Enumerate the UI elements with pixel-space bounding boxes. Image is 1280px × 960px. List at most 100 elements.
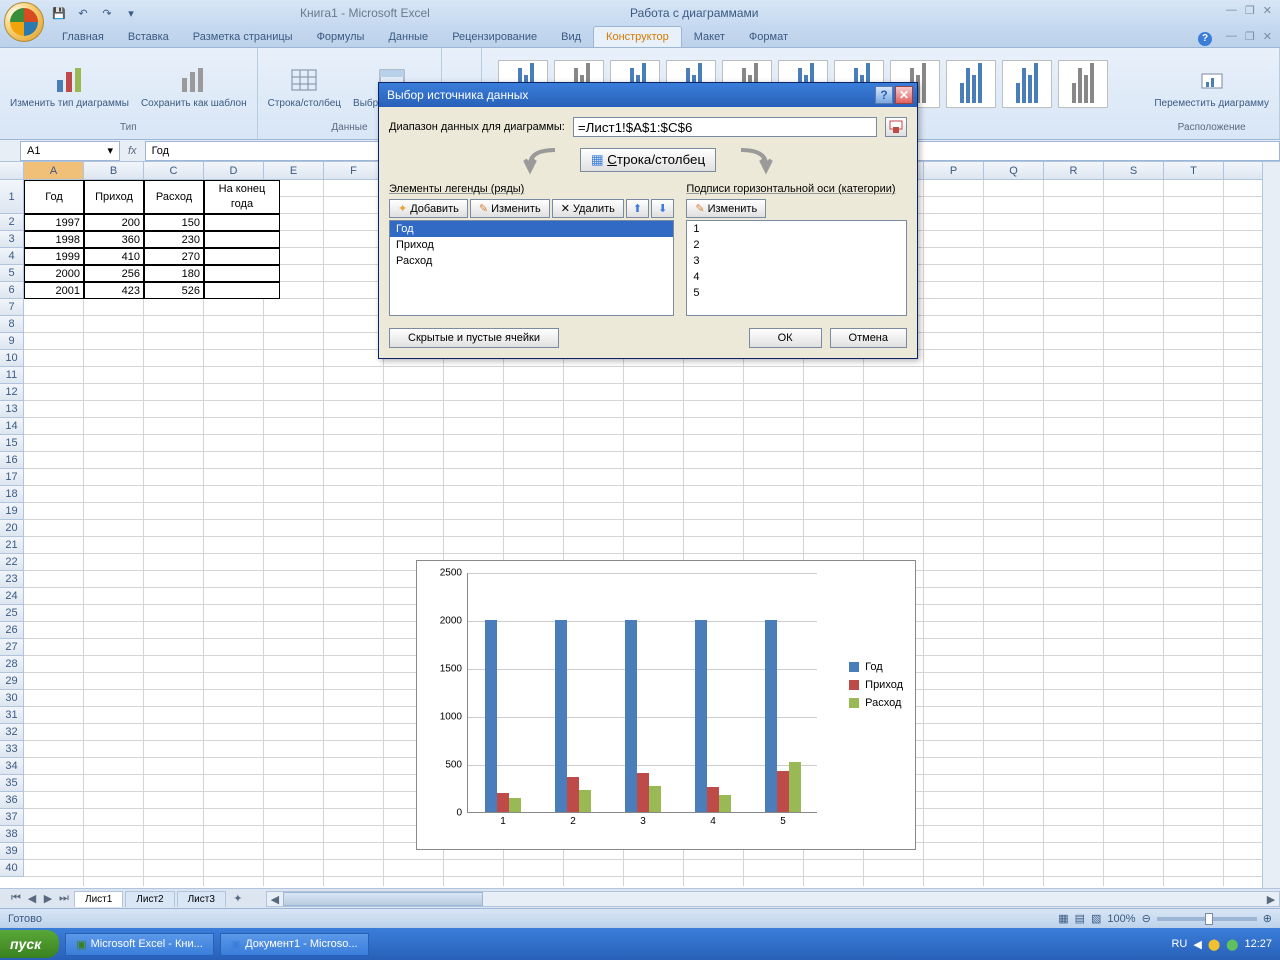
cell[interactable]	[1104, 860, 1164, 877]
cell[interactable]	[744, 401, 804, 418]
cell[interactable]	[144, 435, 204, 452]
cell[interactable]	[1164, 469, 1224, 486]
cell[interactable]	[24, 707, 84, 724]
cell[interactable]	[1164, 248, 1224, 265]
cell[interactable]	[264, 554, 324, 571]
wb-close-icon[interactable]: ✕	[1263, 30, 1272, 43]
cell[interactable]	[264, 826, 324, 843]
cell[interactable]	[1104, 520, 1164, 537]
cell[interactable]: 270	[144, 248, 204, 265]
cell[interactable]: 2000	[24, 265, 84, 282]
cell[interactable]	[264, 809, 324, 826]
cell[interactable]	[1164, 231, 1224, 248]
prev-sheet-icon[interactable]: ◀	[24, 891, 40, 907]
zoom-in-icon[interactable]: ⊕	[1263, 912, 1272, 925]
cell[interactable]	[324, 537, 384, 554]
cell[interactable]	[144, 860, 204, 877]
cell[interactable]	[804, 469, 864, 486]
cell[interactable]	[1104, 435, 1164, 452]
cell[interactable]	[384, 537, 444, 554]
cell[interactable]	[24, 673, 84, 690]
cell[interactable]	[144, 554, 204, 571]
tab-layout[interactable]: Макет	[682, 27, 737, 47]
cell[interactable]	[324, 554, 384, 571]
cell[interactable]	[804, 452, 864, 469]
cell[interactable]	[1164, 775, 1224, 792]
cell[interactable]	[84, 384, 144, 401]
cell[interactable]	[84, 486, 144, 503]
cell[interactable]	[1104, 673, 1164, 690]
chart-range-input[interactable]	[573, 117, 877, 137]
cell[interactable]	[564, 435, 624, 452]
list-item[interactable]: Год	[390, 221, 673, 237]
cell[interactable]	[204, 860, 264, 877]
row-header[interactable]: 37	[0, 809, 24, 826]
cell[interactable]	[924, 758, 984, 775]
cell[interactable]	[444, 503, 504, 520]
cell[interactable]	[324, 673, 384, 690]
cell[interactable]	[84, 622, 144, 639]
cell[interactable]	[264, 333, 324, 350]
cell[interactable]	[924, 724, 984, 741]
cell[interactable]	[1104, 639, 1164, 656]
cell[interactable]	[264, 673, 324, 690]
cell[interactable]	[984, 537, 1044, 554]
cell[interactable]: 1997	[24, 214, 84, 231]
row-header[interactable]: 4	[0, 248, 24, 265]
ok-button[interactable]: ОК	[749, 328, 822, 348]
cell[interactable]	[324, 707, 384, 724]
cell[interactable]	[1164, 333, 1224, 350]
cell[interactable]	[984, 333, 1044, 350]
cell[interactable]	[144, 503, 204, 520]
cell[interactable]	[324, 809, 384, 826]
cell[interactable]: Год	[24, 180, 84, 214]
cell[interactable]	[924, 180, 984, 197]
cell[interactable]	[324, 333, 384, 350]
cell[interactable]	[924, 809, 984, 826]
row-header[interactable]: 16	[0, 452, 24, 469]
cell[interactable]	[864, 520, 924, 537]
cell[interactable]	[264, 775, 324, 792]
cell[interactable]	[984, 690, 1044, 707]
cell[interactable]	[984, 418, 1044, 435]
cell[interactable]	[324, 197, 384, 214]
cell[interactable]	[1044, 418, 1104, 435]
cell[interactable]	[984, 401, 1044, 418]
row-header[interactable]: 2	[0, 214, 24, 231]
row-header[interactable]: 3	[0, 231, 24, 248]
cell[interactable]	[1164, 537, 1224, 554]
cell[interactable]	[1044, 639, 1104, 656]
cell[interactable]	[864, 384, 924, 401]
cell[interactable]	[324, 775, 384, 792]
cell[interactable]	[264, 622, 324, 639]
cell[interactable]	[984, 622, 1044, 639]
cell[interactable]	[1164, 605, 1224, 622]
cell[interactable]	[1164, 588, 1224, 605]
taskbar-excel-button[interactable]: ▣Microsoft Excel - Кни...	[65, 933, 214, 956]
cell[interactable]	[84, 537, 144, 554]
cell[interactable]	[924, 316, 984, 333]
cell[interactable]	[1104, 588, 1164, 605]
row-header[interactable]: 20	[0, 520, 24, 537]
cell[interactable]	[384, 401, 444, 418]
cell[interactable]	[804, 401, 864, 418]
row-header[interactable]: 23	[0, 571, 24, 588]
cell[interactable]	[924, 520, 984, 537]
cell[interactable]	[1044, 826, 1104, 843]
cell[interactable]	[1044, 299, 1104, 316]
cell[interactable]	[384, 877, 444, 886]
remove-series-button[interactable]: ✕Удалить	[552, 199, 624, 218]
cell[interactable]	[264, 486, 324, 503]
cell[interactable]	[804, 520, 864, 537]
cell[interactable]	[1164, 724, 1224, 741]
cell[interactable]	[144, 384, 204, 401]
cell[interactable]	[684, 469, 744, 486]
cell[interactable]: 230	[144, 231, 204, 248]
cell[interactable]	[1164, 758, 1224, 775]
cell[interactable]	[1044, 248, 1104, 265]
scroll-right-icon[interactable]: ▶	[1263, 892, 1279, 908]
cell[interactable]	[924, 418, 984, 435]
tab-format[interactable]: Формат	[737, 27, 800, 47]
cell[interactable]	[1104, 537, 1164, 554]
cell[interactable]	[684, 418, 744, 435]
